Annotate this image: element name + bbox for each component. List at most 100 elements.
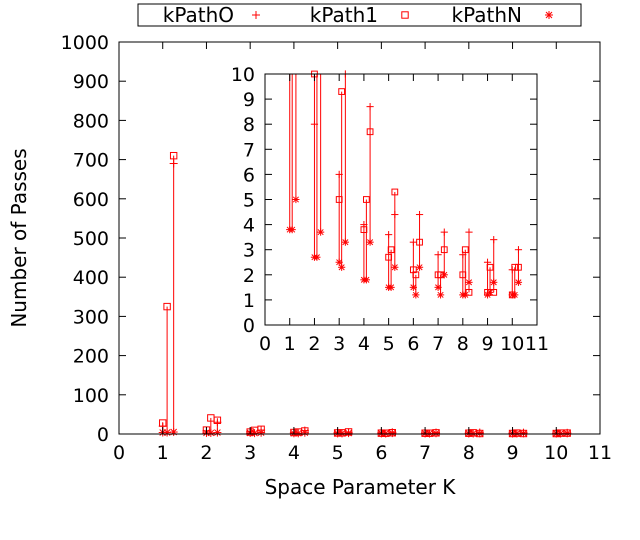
inset-point-kPathN	[486, 288, 494, 296]
main-point-kPathN	[213, 428, 222, 437]
inset-y-tick-label: 8	[243, 114, 255, 136]
main-y-tick-label: 800	[73, 110, 109, 132]
main-point-kPath1	[169, 151, 178, 160]
inset-point-kPath1	[363, 196, 370, 203]
main-point-kPath1	[159, 419, 167, 427]
legend-label-kPathO: kPathO	[163, 3, 234, 27]
main-point-kPathO	[169, 159, 178, 168]
inset-point-kPathN	[341, 238, 349, 246]
main-point-kPathN	[257, 428, 266, 437]
inset-point-kPathN	[313, 253, 321, 261]
inset-point-kPath1	[461, 246, 469, 254]
inset-point-kPath1	[412, 271, 420, 279]
inset-x-tick-label: 6	[407, 333, 419, 355]
inset-point-kPathN	[409, 283, 417, 291]
inset-x-tick-label: 4	[358, 333, 370, 355]
inset-point-kPath1	[459, 271, 467, 279]
main-x-tick-label: 6	[375, 442, 387, 464]
inset-point-kPath1	[515, 263, 522, 271]
inset-y-tick-label: 10	[231, 64, 255, 86]
main-x-tick-label: 5	[332, 442, 344, 464]
legend: kPathO kPath1 kPathN	[137, 3, 582, 27]
inset-point-kPathO	[385, 231, 393, 239]
legend-marker-kPathO	[252, 11, 260, 19]
inset-point-kPathN	[436, 291, 445, 299]
inset-point-kPathO	[366, 103, 374, 111]
main-y-tick-label: 700	[73, 150, 109, 172]
inset-point-kPathN	[490, 278, 498, 286]
inset-point-kPathN	[412, 291, 420, 299]
main-point-kPathN	[250, 429, 259, 438]
main-point-kPathN	[294, 429, 303, 438]
inset-y-tick-label: 6	[243, 164, 255, 186]
inset-x-tick-label: 7	[432, 333, 444, 355]
inset-point-kPathN	[461, 291, 469, 299]
main-point-kPathN	[512, 429, 521, 438]
inset-x-tick-label: 2	[308, 333, 320, 355]
inset-point-kPath1	[465, 288, 473, 296]
main-x-tick-label: 3	[244, 442, 256, 464]
main-x-tick-label: 1	[157, 442, 169, 464]
inset-point-kPathO	[465, 228, 473, 236]
main-point-kPathN	[344, 429, 353, 438]
main-x-tick-label: 2	[200, 442, 212, 464]
legend-marker-kPathN	[545, 11, 553, 19]
inset-x-tick-label: 11	[525, 333, 549, 355]
main-x-tick-label: 10	[544, 442, 568, 464]
inset-point-kPathO	[415, 210, 424, 219]
legend-marker-kPath1	[401, 11, 409, 19]
inset-x-tick-label: 5	[383, 333, 395, 355]
main-point-kPathO	[213, 418, 222, 427]
inset-y-tick-label: 0	[243, 315, 255, 337]
main-x-tick-label: 7	[419, 442, 431, 464]
main-y-tick-label: 1000	[61, 32, 109, 54]
inset-point-kPathN	[465, 278, 473, 286]
main-point-kPathN	[388, 429, 397, 438]
inset-point-kPathN	[440, 271, 448, 279]
inset-point-kPathN	[391, 263, 399, 271]
inset-point-kPathO	[514, 246, 523, 254]
inset-point-kPath1	[385, 253, 393, 261]
inset-x-tick-label: 8	[457, 333, 469, 355]
main-y-tick-label: 100	[73, 385, 109, 407]
inset-point-kPathO	[409, 238, 417, 246]
main-point-kPathN	[169, 428, 178, 437]
y-axis-label: Number of Passes	[7, 148, 31, 327]
main-y-tick-label: 200	[73, 346, 109, 368]
inset-y-tick-label: 4	[243, 215, 255, 237]
inset-point-kPathN	[415, 263, 424, 271]
inset-point-kPath1	[387, 246, 395, 254]
inset-x-tick-label: 3	[333, 333, 345, 355]
inset-x-tick-label: 9	[481, 333, 493, 355]
inset-point-kPath1	[486, 263, 494, 271]
inset-point-kPath1	[335, 196, 343, 203]
main-point-kPathN	[475, 429, 484, 438]
main-y-tick-label: 600	[73, 189, 109, 211]
inset-point-kPath1	[440, 246, 448, 254]
x-axis-label: Space Parameter K	[265, 475, 457, 499]
inset-point-kPathN	[434, 283, 442, 291]
main-x-tick-label: 9	[506, 442, 518, 464]
inset-point-kPathO	[310, 120, 319, 128]
inset-point-kPathN	[366, 238, 374, 246]
inset-point-kPath1	[360, 226, 368, 234]
inset-y-tick-label: 3	[243, 240, 255, 262]
main-point-kPath1	[213, 416, 222, 424]
inset-y-tick-label: 2	[243, 265, 255, 287]
inset-point-kPath1	[338, 88, 346, 95]
inset-point-kPathN	[362, 276, 370, 284]
inset-point-kPathN	[511, 291, 519, 299]
legend-box	[137, 3, 582, 27]
main-y-tick-label: 500	[73, 228, 109, 250]
main-point-kPathN	[432, 429, 441, 438]
inset-point-kPathO	[440, 228, 448, 236]
inset-point-kPathN	[317, 228, 325, 236]
inset-y-tick-label: 5	[243, 190, 255, 212]
inset-point-kPath1	[366, 128, 374, 136]
inset-x-tick-label: 1	[284, 333, 296, 355]
main-point-kPathN	[519, 429, 528, 438]
main-y-tick-label: 400	[73, 267, 109, 289]
main-point-kPathN	[300, 428, 309, 437]
inset-point-kPathN	[338, 263, 346, 271]
